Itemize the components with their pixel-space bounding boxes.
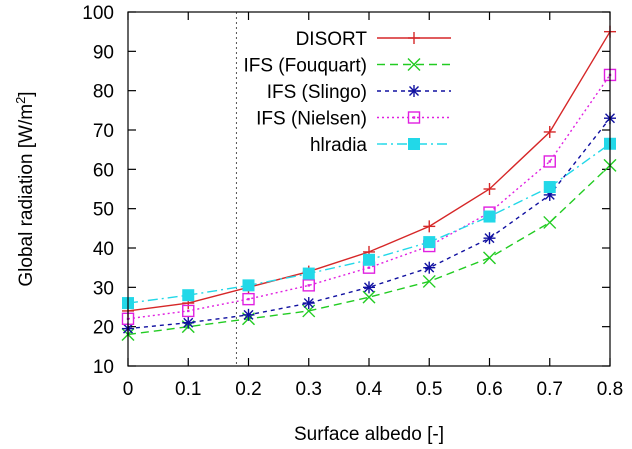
data-point-hlradia [182,289,195,302]
legend-label: IFS (Nielsen) [256,109,367,130]
legend-item-ifs-slingo: IFS (Slingo) [267,82,451,103]
y-axis-label: Global radiation [W/m2] [13,91,37,286]
data-point-ifs-slingo [182,316,195,329]
legend-item-ifs-fouquart: IFS (Fouquart) [243,56,451,77]
data-point-disort [543,125,556,138]
x-tick-label: 0.7 [537,379,563,400]
data-point-hlradia [543,181,556,194]
data-point-ifs-fouquart [543,215,557,229]
legend-marker [408,85,420,97]
x-tick-label: 0.1 [175,379,201,400]
x-axis-label: Surface albedo [-] [294,424,444,445]
series-line-hlradia [127,143,611,304]
y-tick-label: 10 [93,357,114,378]
legend-label: hlradia [310,135,367,156]
x-tick-label: 0.4 [356,379,383,400]
y-tick-label: 40 [93,239,114,260]
y-tick-label: 80 [93,82,114,103]
legend-marker [408,138,420,150]
data-point-hlradia [242,279,255,292]
y-axis-label-end: ] [16,91,37,96]
axis-ticks: 0 0.1 0.2 0.3 0.4 0.5 0.6 0.7 0.8 10 20 30 40 50 60 70 8… [82,3,623,400]
series-group [121,25,617,342]
data-point-ifs-nielsen [543,155,556,168]
y-tick-label: 100 [82,3,114,24]
legend-marker [407,58,421,71]
y-tick-label: 50 [93,200,114,221]
y-tick-label: 30 [93,278,114,299]
legend-marker [407,111,421,124]
data-point-ifs-slingo [302,297,315,310]
data-point-ifs-fouquart [422,274,436,288]
data-point-hlradia [483,210,496,223]
legend-item-disort: DISORT [296,29,451,50]
data-point-ifs-nielsen [302,279,315,292]
legend-item-ifs-nielsen: IFS (Nielsen) [256,109,451,130]
data-point-ifs-slingo [242,308,255,321]
legend-marker [408,32,420,44]
legend: DISORT IFS (Fouquart) IFS (Slingo) IFS (Nie… [243,29,451,156]
data-point-ifs-slingo [363,281,375,294]
y-axis-label-superscript: 2 [13,97,28,104]
data-point-disort [423,220,436,233]
x-tick-label: 0.8 [597,379,623,400]
y-axis-label-main: Global radiation [W/m [16,104,37,287]
x-tick-label: 0.5 [416,379,442,400]
y-tick-label: 90 [93,42,114,63]
data-point-ifs-fouquart [362,290,376,304]
data-point-ifs-slingo [423,261,436,274]
data-point-hlradia [423,236,436,249]
legend-label: IFS (Fouquart) [243,56,367,77]
y-tick-label: 60 [93,160,114,181]
data-point-ifs-slingo [483,232,496,245]
y-tick-label: 70 [93,121,114,142]
legend-item-hlradia: hlradia [310,135,451,156]
data-point-disort [483,183,496,195]
data-point-hlradia [363,253,375,266]
data-point-ifs-nielsen [182,304,195,318]
data-point-ifs-fouquart [483,251,496,265]
data-point-ifs-nielsen [242,292,255,306]
y-tick-label: 20 [93,318,114,339]
legend-label: IFS (Slingo) [267,82,367,103]
series-line-disort [127,31,611,312]
series-line-ifs-fouquart [127,164,611,336]
x-tick-label: 0.3 [296,379,322,400]
data-point-hlradia [302,267,315,280]
x-tick-label: 0 [123,379,134,400]
legend-label: DISORT [296,29,368,50]
x-tick-label: 0.6 [476,379,502,400]
series-line-ifs-slingo [127,117,611,330]
x-tick-label: 0.2 [235,379,261,400]
plot-frame [127,11,611,367]
